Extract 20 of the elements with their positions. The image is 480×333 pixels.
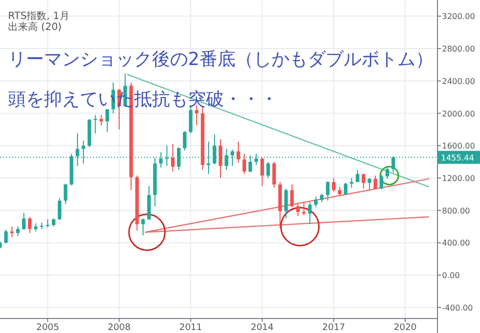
text: リーマンショック後の2番底（しかもダブルボトム） — [8, 49, 434, 70]
x-tick-label: 2014 — [250, 323, 274, 333]
x-tick-label: 2017 — [322, 323, 346, 333]
y-tick-label: 2000.00 — [442, 109, 476, 118]
annotation: RTS指数, 1月 — [8, 10, 70, 22]
y-tick-label: 3200.00 — [442, 12, 476, 22]
y-tick-label: 800.00 — [442, 206, 470, 216]
y-tick-label: 2800.00 — [442, 44, 476, 54]
y-tick-label: 1600.00 — [442, 142, 476, 151]
x-tick-label: 2008 — [108, 323, 131, 333]
annotation: 出来高 (20) — [8, 21, 62, 33]
x-tick-label: 2005 — [36, 323, 60, 333]
y-tick-label: 400.00 — [442, 238, 470, 248]
x-tick-label: 2020 — [394, 323, 417, 333]
ref-line-label: 1455.44 — [441, 153, 474, 162]
y-tick-label: 1200.00 — [442, 174, 476, 184]
y-tick-label: 0.00 — [442, 271, 460, 280]
x-tick-label: 2011 — [179, 323, 202, 333]
y-tick-label: -400.00 — [442, 303, 473, 312]
y-tick-label: 2400.00 — [442, 76, 476, 86]
